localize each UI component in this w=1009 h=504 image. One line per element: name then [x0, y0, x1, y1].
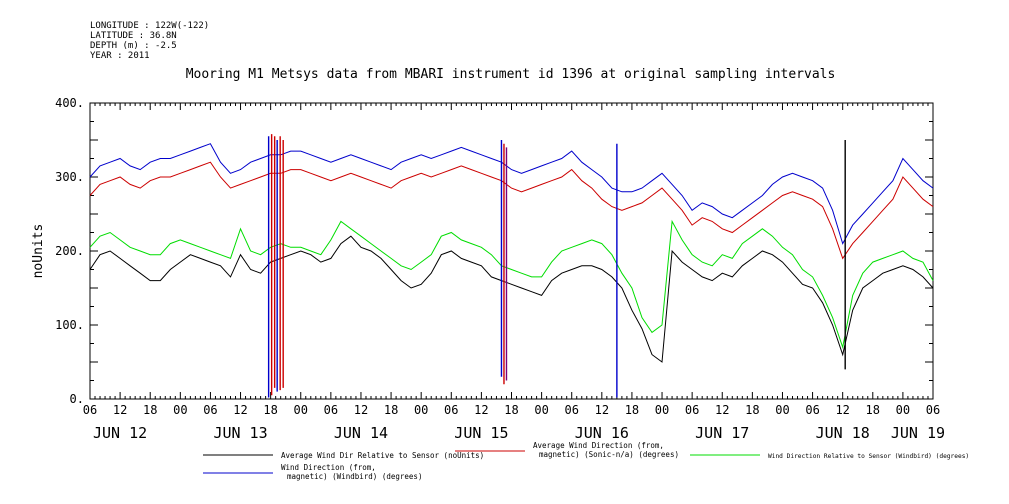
x-tick-label: 12: [595, 403, 609, 417]
x-tick-label: 06: [83, 403, 97, 417]
series-group: [89, 134, 934, 398]
year-label: YEAR : 2011: [90, 51, 150, 61]
x-tick-label: 12: [835, 403, 849, 417]
longitude-label: LONGITUDE : 122W(-122): [90, 21, 210, 31]
series-line: [89, 235, 934, 363]
x-tick-label: 00: [414, 403, 428, 417]
legend-label: Average Wind Direction (from, magnetic) (…: [533, 441, 679, 459]
date-label: JUN 17: [695, 424, 749, 442]
x-tick-label: 00: [173, 403, 187, 417]
legend-label: Average Wind Dir Relative to Sensor (noU…: [281, 451, 484, 460]
date-label: JUN 19: [891, 424, 945, 442]
x-tick-label: 12: [474, 403, 488, 417]
series-line: [89, 219, 934, 350]
x-tick-label: 00: [655, 403, 669, 417]
legend-label-line: Wind Direction Relative to Sensor (Windb…: [768, 453, 969, 460]
x-tick-label: 06: [564, 403, 578, 417]
x-tick-label: 12: [233, 403, 247, 417]
legend-label-line: Average Wind Dir Relative to Sensor (noU…: [281, 451, 484, 460]
y-axis-label: noUnits: [31, 224, 46, 279]
x-tick-label: 00: [294, 403, 308, 417]
x-tick-label: 06: [324, 403, 338, 417]
x-tick-label: 18: [504, 403, 518, 417]
date-label: JUN 18: [816, 424, 870, 442]
date-label: JUN 12: [93, 424, 147, 442]
latitude-label: LATITUDE : 36.8N: [90, 31, 177, 41]
metadata-block: LONGITUDE : 122W(-122) LATITUDE : 36.8N …: [90, 21, 209, 61]
x-tick-label: 06: [926, 403, 940, 417]
x-tick-label: 18: [866, 403, 880, 417]
legend-label: Wind Direction (from, magnetic) (Windbird…: [281, 463, 422, 481]
y-tick-label: 300.: [55, 170, 84, 184]
y-tick-label: 200.: [55, 244, 84, 258]
x-tick-label: 06: [444, 403, 458, 417]
date-label: JUN 15: [454, 424, 508, 442]
x-tick-label: 18: [143, 403, 157, 417]
date-label: JUN 16: [575, 424, 629, 442]
x-tick-label: 06: [203, 403, 217, 417]
series-line: [89, 161, 934, 260]
plot-frame: [89, 102, 934, 400]
x-tick-label: 00: [534, 403, 548, 417]
legend-label: Wind Direction Relative to Sensor (Windb…: [768, 453, 969, 460]
date-label: JUN 14: [334, 424, 388, 442]
y-tick-label: 100.: [55, 318, 84, 332]
date-label: JUN 13: [213, 424, 267, 442]
y-tick-label: 400.: [55, 96, 84, 110]
x-tick-label: 18: [625, 403, 639, 417]
x-tick-label: 18: [384, 403, 398, 417]
y-tick-label: 0.: [70, 392, 84, 406]
legend-label-line: magnetic) (Windbird) (degrees): [287, 472, 422, 481]
series-line: [89, 143, 934, 245]
legend-label-line: Average Wind Direction (from,: [533, 441, 664, 450]
x-tick-label: 12: [113, 403, 127, 417]
x-tick-label: 06: [805, 403, 819, 417]
chart-title: Mooring M1 Metsys data from MBARI instru…: [185, 67, 836, 82]
x-tick-label: 12: [715, 403, 729, 417]
depth-label: DEPTH (m) : -2.5: [90, 41, 177, 51]
legend-label-line: Wind Direction (from,: [281, 463, 376, 472]
axes: 0. 100. 200. 300. 400. noUnits 06 12 18 00 06 12 18 0…: [31, 96, 945, 442]
x-tick-label: 06: [685, 403, 699, 417]
x-tick-label: 18: [263, 403, 277, 417]
legend-label-line: magnetic) (Sonic-n/a) (degrees): [539, 450, 679, 459]
x-tick-label: 00: [775, 403, 789, 417]
legend: Average Wind Dir Relative to Sensor (noU…: [203, 441, 969, 481]
x-tick-label: 12: [354, 403, 368, 417]
x-tick-label: 18: [745, 403, 759, 417]
x-tick-label: 00: [896, 403, 910, 417]
